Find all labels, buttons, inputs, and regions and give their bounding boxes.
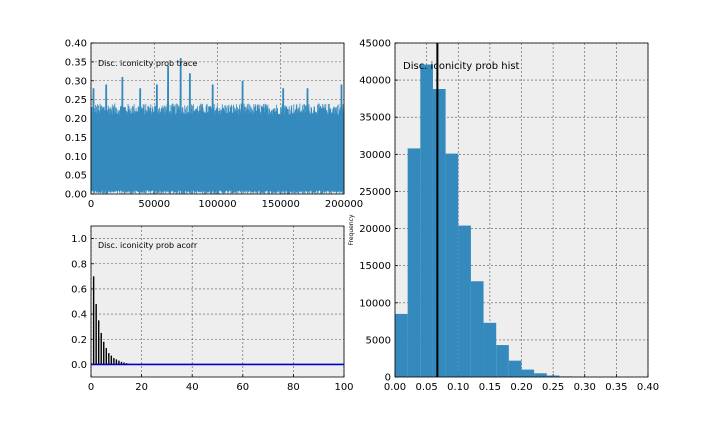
hist-bar [445, 153, 459, 377]
hist-bar [546, 375, 560, 377]
hist-x-tick-label: 0.20 [510, 382, 532, 393]
trace-x-tick-label: 50000 [138, 199, 170, 210]
acorr-y-tick-label: 0.8 [71, 259, 87, 270]
hist-bar [420, 64, 433, 377]
hist-x-tick-label: 0.05 [415, 382, 437, 393]
hist-panel: 0.00 0.05 0.10 0.15 0.20 0.25 0.30 0.35 0.40 0 500… [359, 39, 659, 394]
hist-y-tick-label: 45000 [359, 39, 391, 50]
hist-y-axis-label: Frequency [348, 214, 355, 245]
trace-y-tick-label: 0.40 [65, 39, 87, 50]
trace-x-tick-label: 0 [88, 199, 94, 210]
trace-frame [90, 42, 345, 195]
trace-y-tick-label: 0.05 [65, 171, 87, 182]
acorr-bar [100, 332, 102, 365]
acorr-title: Disc. iconicity prob acorr [98, 241, 198, 250]
hist-y-tick-label: 5000 [366, 335, 391, 346]
acorr-bar [108, 353, 110, 365]
acorr-bar [105, 348, 107, 365]
acorr-x-tick-label: 60 [236, 382, 249, 393]
trace-series-line [90, 58, 345, 195]
hist-bar [534, 373, 547, 377]
trace-y-tick-label: 0.10 [65, 152, 87, 163]
acorr-bar [95, 304, 97, 365]
hist-y-tick-label: 15000 [359, 261, 391, 272]
hist-x-tick-label: 0.25 [542, 382, 564, 393]
acorr-y-tick-label: 0.2 [71, 335, 87, 346]
hist-x-tick-label: 0.30 [574, 382, 596, 393]
acorr-x-tick-label: 40 [186, 382, 199, 393]
hist-bar [496, 345, 509, 377]
acorr-y-tick-label: 0.4 [71, 310, 87, 321]
hist-bar [395, 313, 408, 377]
hist-title: Disc. iconicity prob hist [403, 61, 520, 72]
acorr-frame [90, 225, 345, 378]
acorr-bar [120, 361, 123, 365]
trace-x-tick-label: 200000 [325, 199, 363, 210]
hist-x-tick-label: 0.10 [447, 382, 469, 393]
hist-bar [508, 360, 522, 377]
hist-x-tick-label: 0.35 [605, 382, 627, 393]
acorr-y-tick-label: 1.0 [71, 234, 87, 245]
acorr-x-tick-label: 80 [287, 382, 300, 393]
trace-panel: 0 50000 100000 150000 200000 0.00 0.05 0.10 0.15… [65, 39, 363, 211]
hist-bar [432, 89, 446, 378]
trace-x-tick-label: 100000 [198, 199, 236, 210]
hist-y-tick-label: 25000 [359, 187, 391, 198]
trace-y-tick-label: 0.00 [65, 190, 87, 201]
hist-x-tick-label: 0.40 [637, 382, 659, 393]
acorr-bar [103, 341, 105, 365]
trace-y-tick-label: 0.15 [65, 133, 87, 144]
hist-bar [521, 369, 535, 377]
trace-y-tick-label: 0.35 [65, 57, 87, 68]
acorr-bar [110, 355, 113, 365]
acorr-x-tick-label: 0 [88, 382, 94, 393]
acorr-y-tick-label: 0.0 [71, 360, 87, 371]
hist-frame [394, 42, 649, 378]
hist-y-tick-label: 20000 [359, 224, 391, 235]
hist-bar [483, 322, 497, 377]
hist-bar [407, 148, 421, 377]
hist-y-tick-label: 40000 [359, 76, 391, 87]
acorr-y-tick-label: 0.6 [71, 284, 87, 295]
hist-y-tick-label: 10000 [359, 298, 391, 309]
acorr-bar [123, 362, 125, 365]
acorr-x-tick-label: 100 [334, 382, 353, 393]
hist-bar [470, 281, 484, 377]
acorr-x-tick-label: 20 [135, 382, 148, 393]
acorr-bar [92, 276, 95, 365]
acorr-bar [97, 320, 100, 365]
hist-x-tick-label: 0.00 [384, 382, 406, 393]
trace-title: Disc. iconicity prob trace [98, 59, 197, 68]
trace-y-tick-label: 0.20 [65, 114, 87, 125]
acorr-bar [115, 359, 118, 365]
hist-y-tick-label: 30000 [359, 150, 391, 161]
acorr-panel: 0 20 40 60 80 100 0.0 0.2 0.4 0.6 0.8 1.0 [71, 225, 354, 393]
trace-y-tick-label: 0.25 [65, 95, 87, 106]
acorr-plot-area [91, 226, 344, 377]
acorr-bar [118, 360, 120, 365]
hist-y-tick-label: 0 [385, 373, 391, 384]
trace-x-tick-label: 150000 [262, 199, 300, 210]
acorr-bar [113, 358, 115, 365]
hist-x-tick-label: 0.15 [479, 382, 501, 393]
hist-y-tick-label: 35000 [359, 113, 391, 124]
hist-bar [458, 225, 471, 377]
trace-y-tick-label: 0.30 [65, 76, 87, 87]
